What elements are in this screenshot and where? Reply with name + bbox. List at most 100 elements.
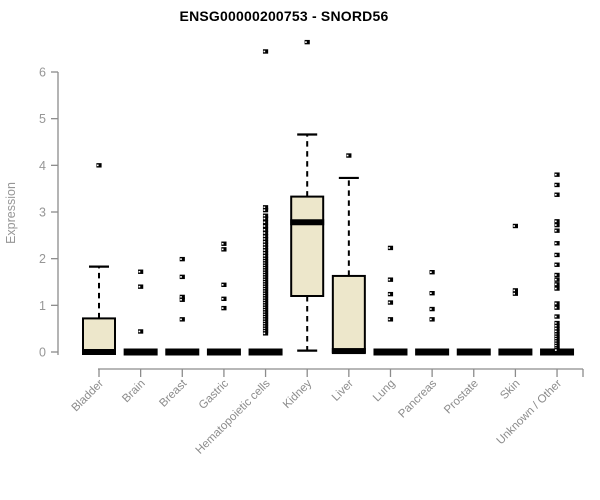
outlier-marker-notch	[554, 263, 557, 266]
y-tick-label: 6	[39, 66, 46, 80]
box-bladder	[82, 317, 116, 353]
outlier-marker	[554, 228, 560, 233]
outlier-marker-notch	[263, 311, 266, 314]
outlier-marker	[262, 207, 269, 213]
outlier-marker	[262, 310, 269, 315]
outlier-marker	[179, 294, 185, 300]
outlier-marker	[262, 328, 269, 334]
outlier-marker-notch	[263, 221, 266, 224]
outlier-marker-notch	[221, 307, 224, 309]
outlier-marker-notch	[263, 302, 266, 304]
outlier-marker-notch	[430, 308, 432, 310]
outlier-marker-notch	[554, 184, 557, 186]
outlier-marker	[262, 216, 269, 221]
outlier-marker-notch	[263, 299, 266, 302]
x-tick-label-liver: Liver	[330, 378, 356, 404]
outlier-marker-notch	[554, 345, 557, 347]
outlier-marker	[512, 291, 518, 296]
outlier-marker	[554, 222, 560, 228]
outlier-marker-notch	[263, 50, 266, 53]
outlier-marker	[554, 343, 560, 349]
outlier-marker	[262, 261, 269, 266]
outlier-marker-notch	[263, 330, 266, 332]
box-group-lung	[373, 245, 408, 356]
outlier-marker	[262, 286, 269, 292]
outlier-marker	[262, 258, 269, 264]
outlier-marker	[554, 341, 560, 346]
outlier-marker-notch	[554, 224, 557, 226]
outlier-marker-notch	[180, 276, 182, 278]
outlier-marker-notch	[263, 283, 266, 286]
outlier-marker	[96, 163, 102, 168]
outlier-marker-notch	[180, 318, 182, 321]
outlier-marker	[554, 347, 560, 353]
outlier-marker-notch	[263, 281, 266, 283]
outlier-marker	[262, 291, 269, 296]
outlier-marker	[262, 272, 269, 278]
outlier-marker-notch	[263, 320, 266, 323]
outlier-marker	[262, 263, 269, 268]
outlier-marker-notch	[263, 297, 266, 300]
outlier-marker	[221, 305, 227, 311]
outlier-marker-notch	[554, 173, 557, 176]
outlier-marker-notch	[263, 313, 266, 316]
outlier-marker-notch	[554, 335, 557, 338]
outlier-marker-notch	[388, 318, 391, 321]
outlier-marker	[262, 275, 269, 280]
outlier-marker	[262, 324, 269, 329]
outlier-marker	[554, 172, 560, 177]
box-group-unknown-other	[540, 172, 575, 356]
outlier-marker	[429, 270, 435, 275]
outlier-marker-notch	[221, 248, 224, 251]
outlier-marker	[554, 339, 560, 344]
outlier-marker-notch	[263, 217, 266, 220]
outlier-marker	[262, 279, 269, 285]
x-tick-label-bladder: Bladder	[70, 378, 107, 415]
outlier-marker	[221, 247, 227, 252]
outlier-marker	[262, 282, 269, 287]
outlier-marker-notch	[138, 330, 141, 333]
outlier-marker-notch	[263, 316, 266, 318]
median-breast	[165, 348, 200, 356]
box-group-gastric	[206, 241, 241, 356]
x-tick-label-prostate: Prostate	[442, 378, 481, 417]
box-group-liver	[331, 153, 366, 355]
outlier-marker-notch	[263, 309, 266, 311]
outlier-marker	[262, 234, 269, 239]
outlier-marker	[512, 288, 518, 293]
outlier-marker	[554, 320, 560, 326]
outlier-marker	[387, 300, 394, 305]
outlier-marker-notch	[263, 292, 266, 295]
outlier-marker	[262, 319, 269, 324]
outlier-marker	[554, 323, 560, 329]
outlier-marker-notch	[263, 306, 266, 309]
median-liver	[331, 348, 366, 355]
plot-area: 0 1 2 3 4 5 6 Bladder Brain Breast GastricHematopo…	[39, 39, 584, 457]
box-group-hematopoietic-cells	[248, 49, 283, 356]
outlier-marker-notch	[263, 323, 266, 325]
outlier-marker	[387, 245, 394, 251]
outlier-marker-notch	[263, 243, 266, 246]
outlier-marker-notch	[263, 228, 266, 231]
outlier-marker	[262, 296, 269, 301]
outlier-marker	[554, 314, 560, 319]
outlier-marker	[554, 332, 560, 337]
outlier-marker	[262, 220, 269, 225]
outlier-marker-notch	[554, 330, 557, 333]
outlier-marker-notch	[554, 327, 557, 330]
outlier-marker	[262, 303, 269, 308]
box-liver	[331, 274, 366, 353]
y-tick-label: 2	[39, 252, 46, 266]
outlier-marker-notch	[554, 315, 557, 318]
outlier-marker-notch	[554, 338, 557, 340]
outlier-marker-notch	[263, 238, 266, 240]
outlier-marker-notch	[554, 287, 557, 290]
outlier-marker	[304, 39, 310, 45]
outlier-marker-notch	[263, 252, 266, 254]
x-tick-label-skin: Skin	[498, 378, 522, 402]
outlier-marker	[179, 297, 185, 302]
outlier-marker-notch	[554, 254, 557, 256]
outlier-marker	[554, 277, 560, 282]
outlier-marker-notch	[263, 304, 266, 307]
